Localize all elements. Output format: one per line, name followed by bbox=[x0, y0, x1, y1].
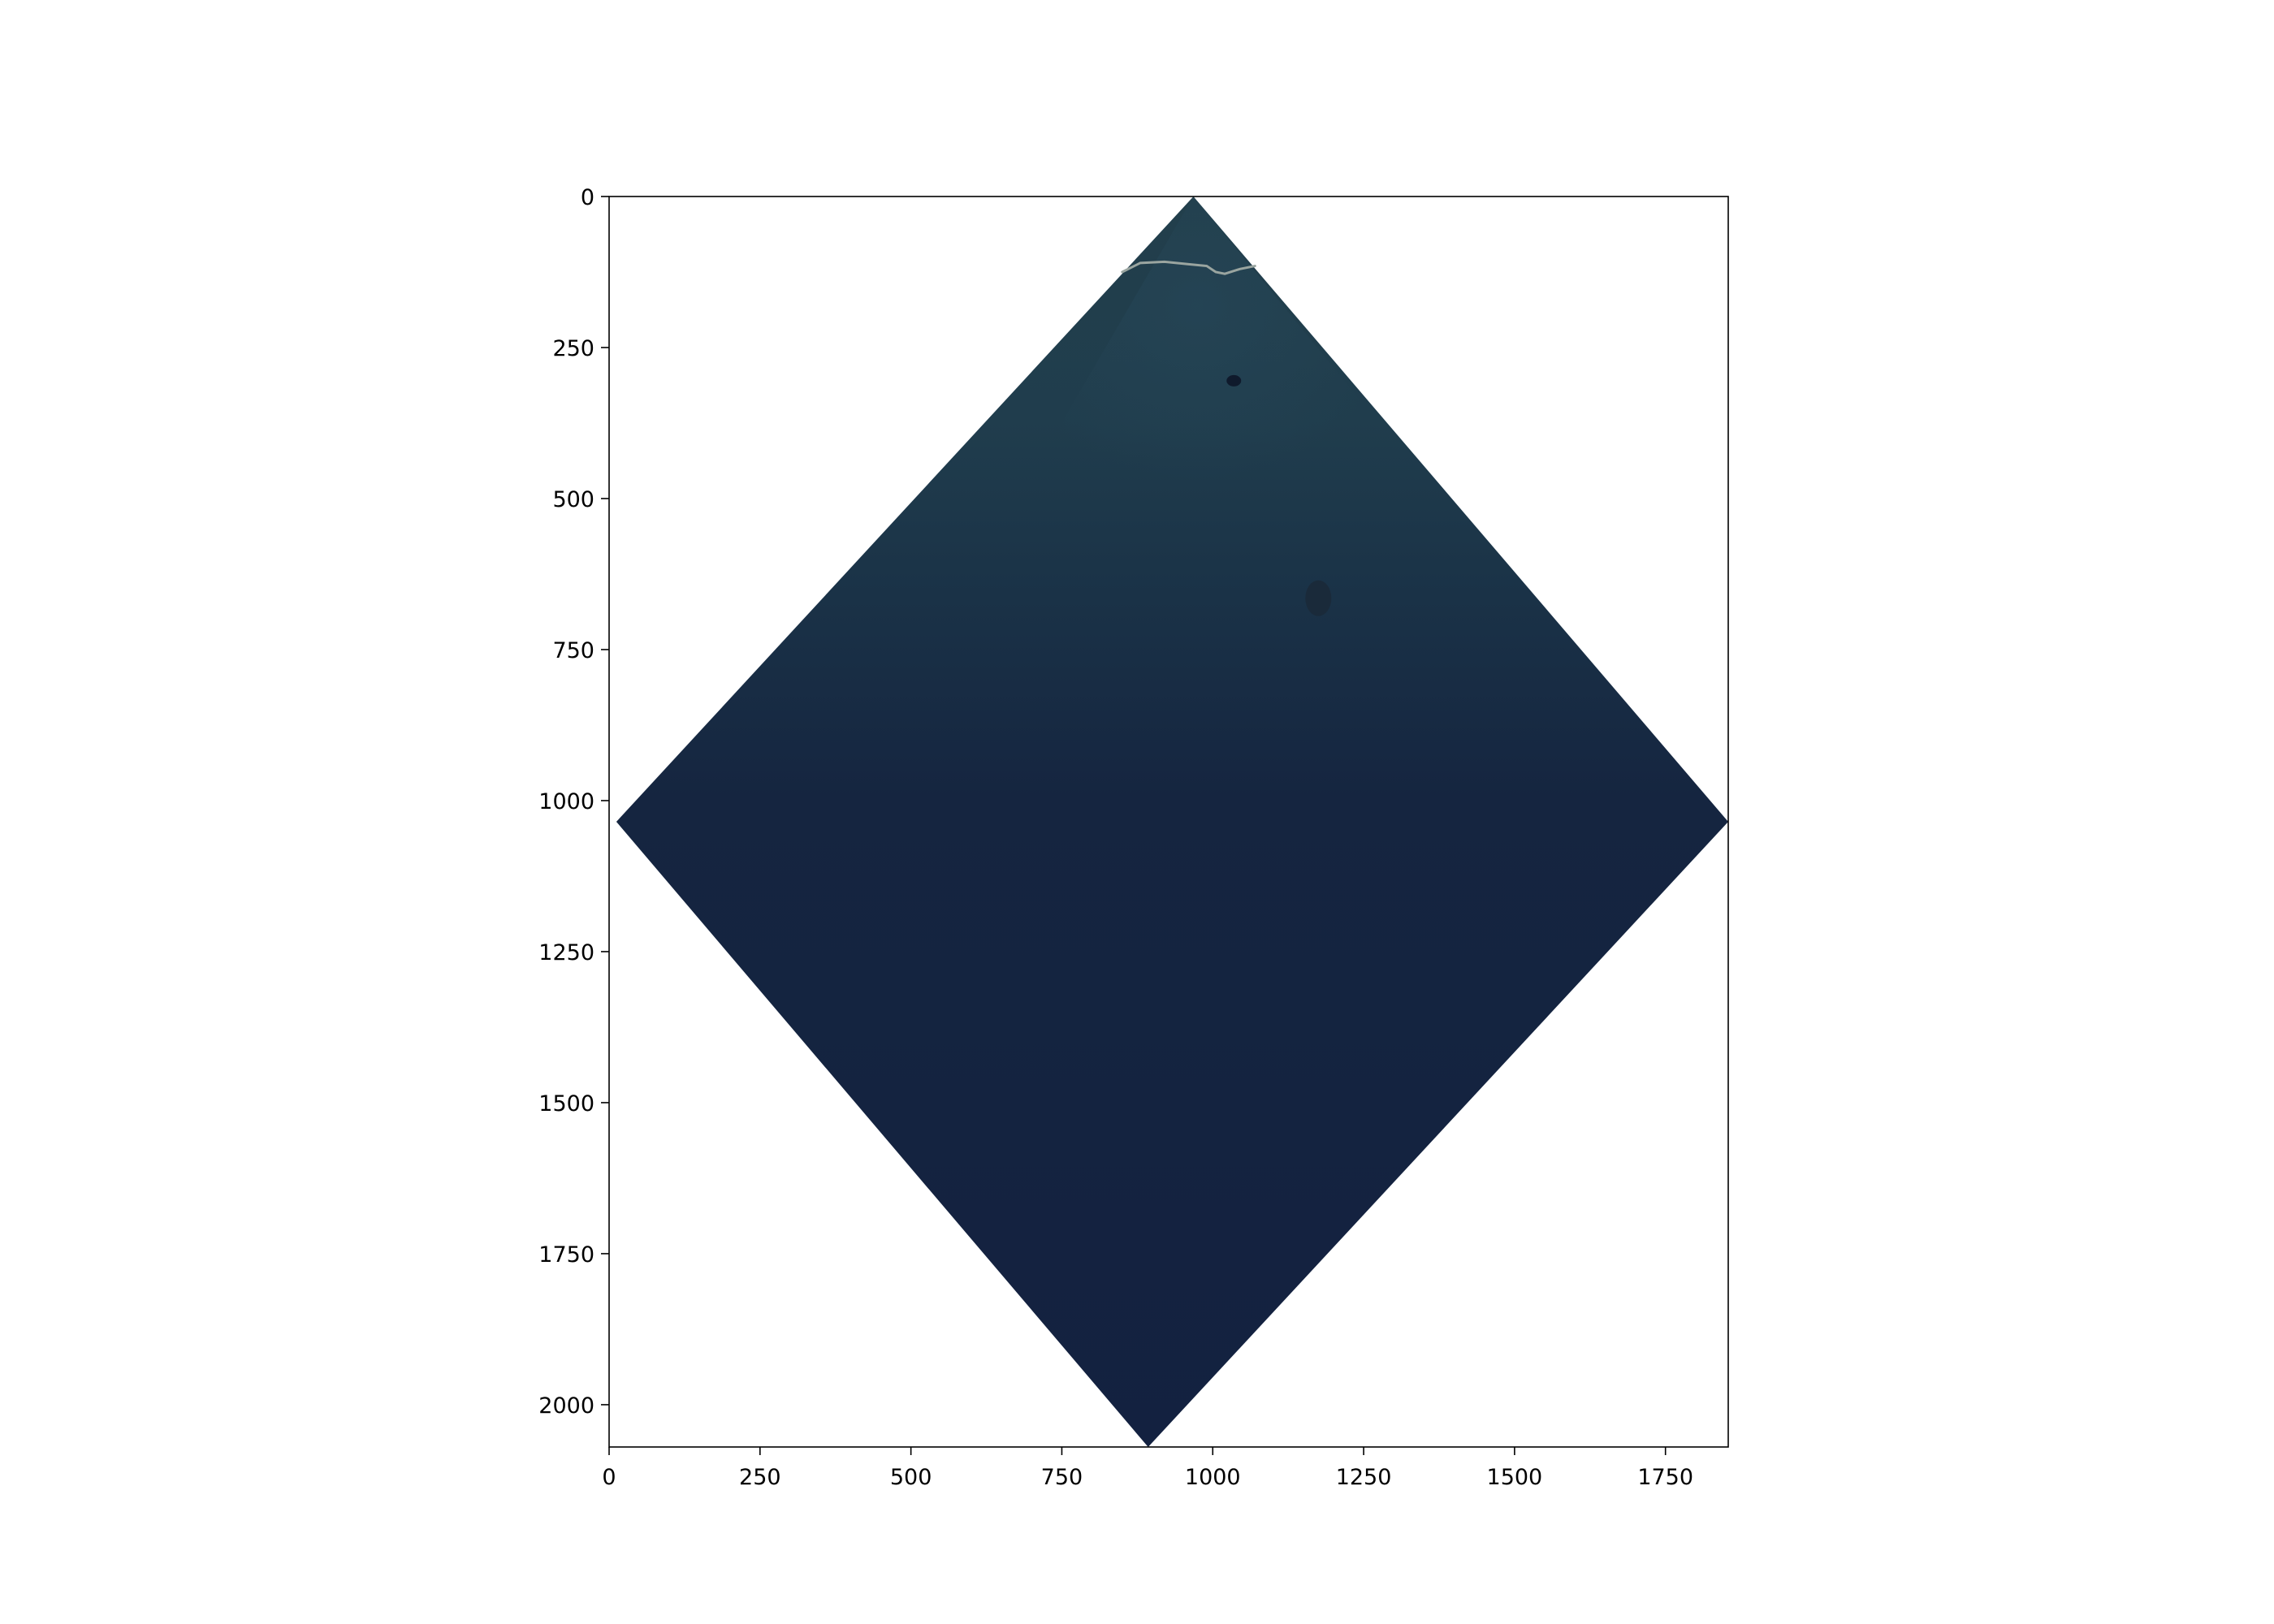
satellite-image-footprint bbox=[616, 197, 1728, 1447]
island-feature bbox=[1305, 580, 1332, 616]
x-tick-label: 0 bbox=[602, 1465, 616, 1490]
y-tick-label: 0 bbox=[581, 185, 594, 210]
x-axis: 0 250 500 750 1000 1250 1500 1750 bbox=[602, 1447, 1693, 1490]
y-tick-label: 1000 bbox=[538, 789, 594, 814]
y-tick-label: 1750 bbox=[538, 1242, 594, 1268]
island-feature bbox=[1226, 374, 1242, 387]
x-tick-label: 1500 bbox=[1487, 1465, 1543, 1490]
y-tick-label: 250 bbox=[552, 336, 594, 361]
x-tick-label: 250 bbox=[739, 1465, 781, 1490]
coastline-feature bbox=[1121, 260, 1256, 275]
x-tick-label: 500 bbox=[890, 1465, 932, 1490]
y-tick-label: 2000 bbox=[538, 1393, 594, 1419]
x-tick-label: 1250 bbox=[1336, 1465, 1392, 1490]
y-tick-label: 1250 bbox=[538, 940, 594, 965]
x-tick-label: 1750 bbox=[1637, 1465, 1693, 1490]
y-tick-label: 500 bbox=[552, 487, 594, 512]
axes-frame bbox=[608, 196, 1729, 1448]
y-tick-label: 1500 bbox=[538, 1091, 594, 1116]
y-axis: 0 250 500 750 1000 1250 1500 1750 2000 bbox=[538, 185, 609, 1419]
coastal-water-tint bbox=[940, 197, 1510, 693]
image-axes: 0 250 500 750 1000 1250 1500 1750 0 250 500 750 100… bbox=[538, 185, 1729, 1490]
x-tick-label: 750 bbox=[1041, 1465, 1083, 1490]
x-tick-label: 1000 bbox=[1185, 1465, 1241, 1490]
y-tick-label: 750 bbox=[552, 638, 594, 663]
